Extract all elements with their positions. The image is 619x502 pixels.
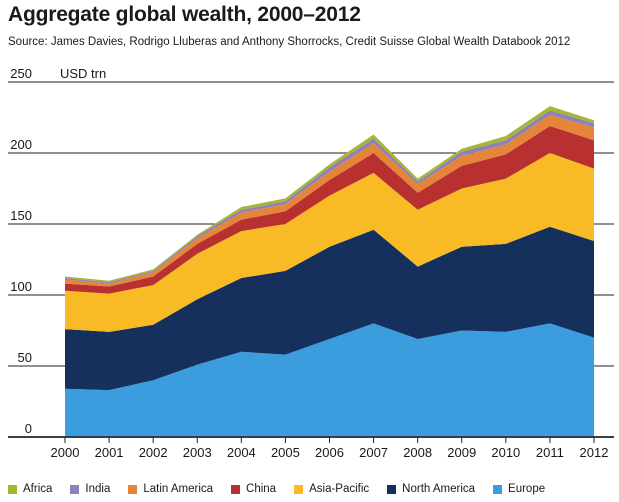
legend-label: China — [246, 483, 277, 495]
x-tick-label: 2002 — [139, 445, 168, 460]
legend-item-latin-america: Latin America — [128, 483, 213, 495]
chart-plot: 0 50 100 150 200 250 USD trn 2000 2001 2002 2003 20… — [8, 66, 614, 460]
area-series-africa — [65, 106, 594, 283]
x-tick-label: 2007 — [359, 445, 388, 460]
y-tick-label: 250 — [10, 66, 32, 81]
legend-label: Europe — [508, 483, 546, 495]
legend-swatch — [231, 484, 241, 494]
legend-label: North America — [402, 483, 476, 495]
y-tick-label: 100 — [10, 279, 32, 294]
area-series-china — [65, 126, 594, 294]
y-tick-label: 150 — [10, 208, 32, 223]
legend-label: India — [85, 483, 111, 495]
legend-item-africa: Africa — [8, 483, 52, 495]
y-axis-label: USD trn — [60, 66, 106, 81]
x-tick-label: 2000 — [51, 445, 80, 460]
x-tick-label: 2005 — [271, 445, 300, 460]
chart-source: Source: James Davies, Rodrigo Lluberas a… — [8, 36, 571, 48]
legend-label: Latin America — [143, 483, 214, 495]
legend-item-europe: Europe — [493, 483, 545, 495]
legend-swatch — [294, 484, 304, 494]
legend-swatch — [128, 484, 138, 494]
y-tick-label: 50 — [18, 350, 32, 365]
legend-item-north-america: North America — [387, 483, 475, 495]
legend-label: Asia-Pacific — [309, 483, 370, 495]
x-tick-label: 2001 — [95, 445, 124, 460]
y-tick-label: 0 — [25, 421, 32, 436]
area-series-north-america — [65, 226, 594, 391]
x-tick-label: 2010 — [491, 445, 520, 460]
x-tick-label: 2009 — [447, 445, 476, 460]
area-series-asia-pacific — [65, 153, 594, 332]
x-tick-label: 2012 — [580, 445, 609, 460]
area-series-europe — [65, 323, 594, 437]
legend-swatch — [387, 484, 397, 494]
y-tick-label: 200 — [10, 137, 32, 152]
legend-swatch — [493, 484, 503, 494]
chart-title: Aggregate global wealth, 2000–2012 — [8, 3, 361, 26]
x-tick-label: 2003 — [183, 445, 212, 460]
legend-label: Africa — [23, 483, 53, 495]
legend-item-china: China — [231, 483, 276, 495]
x-tick-label: 2006 — [315, 445, 344, 460]
legend-item-asia-pacific: Asia-Pacific — [294, 483, 369, 495]
legend-item-india: India — [70, 483, 110, 495]
x-tick-label: 2008 — [403, 445, 432, 460]
legend-swatch — [70, 484, 80, 494]
x-tick-label: 2004 — [227, 445, 256, 460]
chart-legend: Africa India Latin America China Asia-Pacifi… — [8, 481, 563, 497]
legend-swatch — [8, 484, 17, 494]
area-series-latin-america — [65, 114, 594, 287]
area-series-india — [65, 110, 594, 284]
x-tick-label: 2011 — [536, 445, 564, 460]
